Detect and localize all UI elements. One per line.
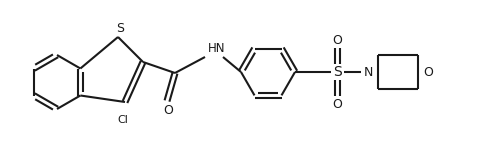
- Text: S: S: [333, 65, 341, 79]
- Text: HN: HN: [208, 43, 226, 55]
- Text: S: S: [116, 22, 124, 36]
- Text: O: O: [423, 66, 433, 79]
- Text: O: O: [163, 104, 173, 118]
- Text: O: O: [332, 97, 342, 111]
- Text: O: O: [332, 34, 342, 46]
- Text: Cl: Cl: [117, 115, 128, 125]
- Text: N: N: [363, 66, 373, 79]
